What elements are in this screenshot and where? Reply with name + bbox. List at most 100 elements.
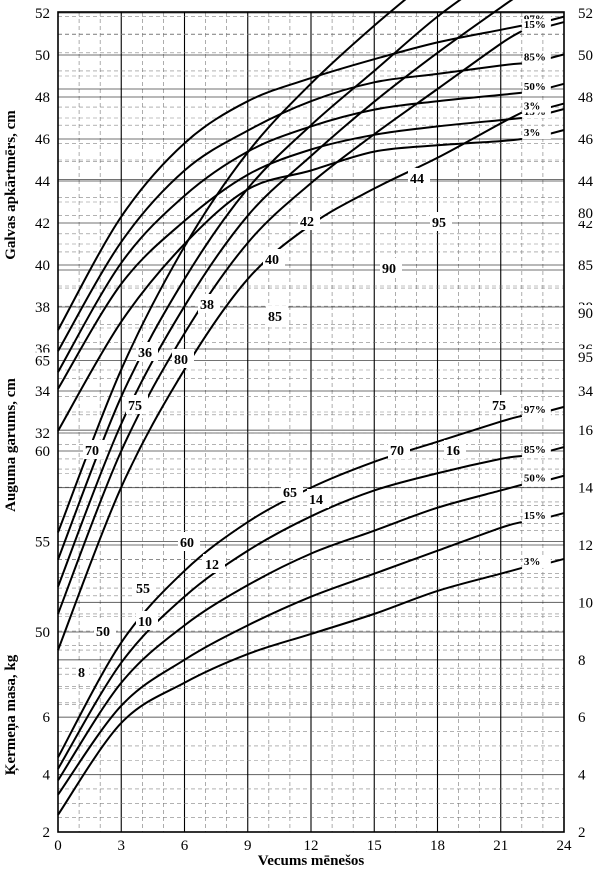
inner-scale-label: 38 xyxy=(200,298,214,313)
tick-bg xyxy=(22,533,52,550)
curve-weight-50pct xyxy=(57,483,523,781)
percentile-label: 15% xyxy=(524,19,546,31)
curve-length-85pct xyxy=(57,0,462,560)
y-axis-label: Galvas apkārtmērs, cm xyxy=(3,110,19,260)
inner-scale-label: 8 xyxy=(78,666,85,681)
curve-head-15pct xyxy=(57,117,522,390)
y-tick-label-left: 65 xyxy=(35,354,50,370)
y-tick-label-left: 42 xyxy=(35,216,50,232)
y-tick-label-left: 50 xyxy=(35,48,50,64)
curve-tail xyxy=(548,405,565,412)
inner-scale-label: 42 xyxy=(300,215,314,230)
percentile-label: 3% xyxy=(524,101,541,113)
y-tick-label-left: 6 xyxy=(43,710,51,726)
inner-scale-label: 55 xyxy=(136,582,150,597)
inner-label-bg xyxy=(380,258,402,277)
tick-bg xyxy=(22,824,52,840)
label-bg xyxy=(522,472,551,485)
y-tick-label-right: 8 xyxy=(578,653,586,669)
tick-bg xyxy=(566,89,600,105)
y-tick-label-right: 12 xyxy=(578,538,593,554)
y-tick-label-left: 52 xyxy=(35,6,50,22)
curve-tail xyxy=(548,512,565,519)
curve-tail xyxy=(548,108,565,114)
curve-tail xyxy=(548,102,565,109)
inner-scale-label: 50 xyxy=(96,625,110,640)
curve-tail xyxy=(548,82,565,89)
curve-weight-3pct xyxy=(57,566,523,816)
inner-label-bg xyxy=(408,168,430,187)
inner-scale-label: 16 xyxy=(446,444,460,459)
tick-bg xyxy=(22,215,52,231)
y-tick-label-right: 95 xyxy=(578,350,593,366)
inner-label-bg xyxy=(136,342,158,361)
y-tick-label-left: 4 xyxy=(43,768,51,784)
inner-scale-label: 40 xyxy=(265,253,279,268)
tick-bg xyxy=(566,766,600,783)
tick-bg xyxy=(22,709,52,726)
x-tick-label: 18 xyxy=(430,838,445,854)
x-tick-label: 24 xyxy=(557,838,573,854)
tick-bg xyxy=(22,299,52,315)
inner-scale-label: 14 xyxy=(309,493,323,508)
y-tick-label-left: 50 xyxy=(35,625,50,641)
tick-bg xyxy=(566,709,600,726)
label-bg xyxy=(522,19,551,32)
inner-scale-label: 44 xyxy=(410,172,424,187)
tick-bg xyxy=(566,479,600,496)
tick-bg xyxy=(22,624,52,640)
y-tick-label-right: 14 xyxy=(578,481,594,497)
y-tick-label-right: 48 xyxy=(578,90,593,106)
tick-bg xyxy=(22,131,52,147)
tick-bg xyxy=(566,5,600,21)
label-bg xyxy=(522,403,551,416)
inner-label-bg xyxy=(178,532,200,551)
percentile-label: 3% xyxy=(524,127,541,139)
y-tick-label-right: 4 xyxy=(578,768,586,784)
tick-bg xyxy=(566,594,600,611)
inner-label-bg xyxy=(263,249,285,268)
curve-weight-15pct xyxy=(57,521,523,796)
x-tick-label: 15 xyxy=(367,838,382,854)
percentile-label: 85% xyxy=(524,444,546,456)
grid xyxy=(58,12,564,833)
inner-scale-label: 85 xyxy=(268,310,282,325)
label-bg xyxy=(522,80,551,93)
x-tick-label: 9 xyxy=(244,838,252,854)
y-tick-label-right: 85 xyxy=(578,258,593,274)
tick-bg xyxy=(22,425,52,441)
label-bg xyxy=(522,444,551,457)
inner-label-bg xyxy=(136,611,158,630)
inner-scale-label: 10 xyxy=(138,615,152,630)
inner-scale-label: 95 xyxy=(432,216,446,231)
tick-bg xyxy=(22,47,52,63)
tick-bg xyxy=(566,131,600,147)
inner-scale-label: 36 xyxy=(138,346,152,361)
tick-bg xyxy=(566,651,600,668)
y-tick-label-right: 44 xyxy=(578,174,594,190)
percentile-label: 85% xyxy=(524,51,546,63)
curve-tail xyxy=(548,53,565,60)
tick-bg xyxy=(566,537,600,553)
curve-weight-85pct xyxy=(57,455,522,770)
percentile-label: 50% xyxy=(524,81,546,93)
curve-head-85pct xyxy=(57,62,522,352)
inner-label-bg xyxy=(490,395,512,414)
labels: 97%85%50%15%3%97%85%50%15%3%97%85%50%15%… xyxy=(76,13,551,681)
inner-label-bg xyxy=(444,440,466,459)
inner-label-bg xyxy=(281,482,303,501)
inner-scale-label: 60 xyxy=(180,536,194,551)
inner-scale-label: 12 xyxy=(205,558,219,573)
inner-scale-label: 65 xyxy=(283,486,297,501)
curve-head-50pct xyxy=(57,91,522,373)
inner-label-bg xyxy=(76,662,89,681)
inner-scale-label: 80 xyxy=(174,353,188,368)
y-tick-label-left: 32 xyxy=(35,426,50,442)
y-axis-label: Auguma garums, cm xyxy=(3,378,19,512)
x-tick-label: 21 xyxy=(493,838,508,854)
y-tick-label-left: 46 xyxy=(35,132,51,148)
tick-bg xyxy=(22,5,52,21)
y-axis-label: Ķermeņa masa, kg xyxy=(3,654,19,775)
